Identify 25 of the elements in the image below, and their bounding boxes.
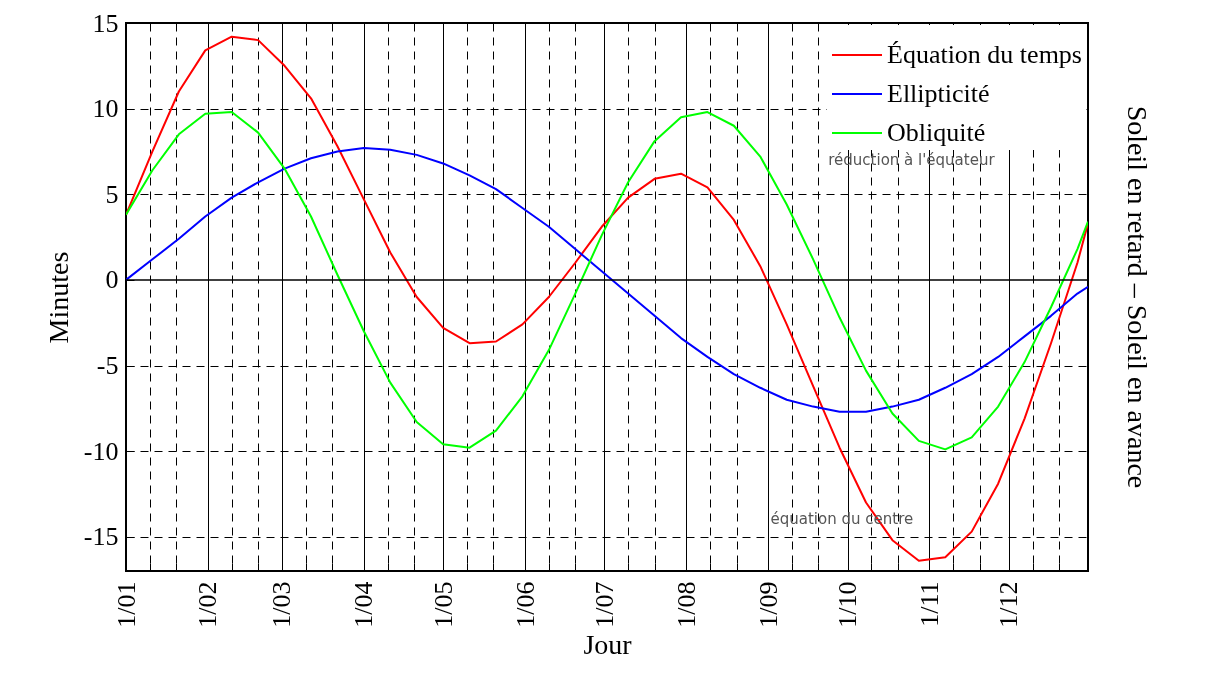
- y-axis-title: Minutes: [42, 251, 74, 344]
- x-tick-label: 1/01: [111, 581, 141, 628]
- x-tick-label: 1/08: [671, 581, 701, 628]
- legend-label: Ellipticité: [887, 79, 990, 108]
- y2-axis-title: Soleil en retard – Soleil en avance: [1122, 105, 1153, 489]
- x-tick-label: 1/06: [510, 581, 540, 628]
- x-tick-label: 1/09: [753, 581, 783, 628]
- x-tick-label: 1/05: [428, 581, 458, 628]
- x-tick-label: 1/02: [193, 581, 223, 628]
- legend-label: Équation du temps: [887, 40, 1082, 69]
- x-tick-label: 1/04: [349, 581, 379, 628]
- x-tick-label: 1/07: [589, 581, 619, 628]
- x-tick-label: 1/11: [914, 581, 944, 627]
- y-tick-label: -15: [83, 522, 119, 552]
- y-tick-label: 10: [92, 94, 119, 124]
- y-tick-label: -5: [96, 351, 119, 380]
- x-tick-label: 1/12: [994, 581, 1024, 628]
- y-tick-label: 15: [92, 8, 119, 38]
- y-tick-label: 5: [105, 179, 119, 209]
- x-tick-label: 1/10: [833, 581, 862, 628]
- x-axis-title: Jour: [583, 628, 633, 660]
- x-tick-label: 1/03: [267, 581, 297, 628]
- y-tick-label: 0: [105, 265, 119, 295]
- legend-label: Obliquité: [887, 118, 986, 147]
- y-tick-label: -10: [83, 436, 119, 466]
